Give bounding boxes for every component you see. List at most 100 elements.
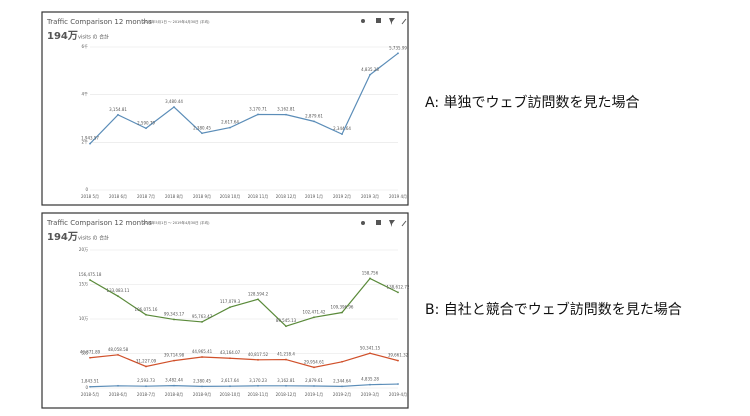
x-tick-label: 2018-5月: [81, 392, 99, 397]
value-label: 3,162.81: [277, 378, 295, 383]
y-tick-label: 6千: [81, 43, 88, 49]
x-tick-label: 2019 4月: [389, 194, 407, 199]
x-tick-label: 2018 7月: [137, 194, 155, 199]
value-label: 138,612.72: [387, 284, 410, 289]
point: [145, 313, 147, 316]
point: [341, 385, 343, 388]
annotation: B: 自社と競合でウェブ訪問数を見た場合: [425, 301, 682, 318]
value-label: 2,593.73: [137, 378, 155, 383]
toolbar-b: [361, 220, 407, 227]
point: [397, 383, 399, 385]
point: [117, 295, 119, 298]
value-label: 156,475.18: [79, 272, 102, 277]
value-label: 4,835.28: [361, 377, 379, 382]
point: [201, 321, 203, 323]
x-tick-label: 2018-8月: [165, 392, 183, 397]
point: [173, 106, 175, 108]
value-label: 2,344.64: [333, 126, 351, 131]
line: [89, 277, 399, 327]
point: [341, 360, 343, 363]
x-tick-label: 2018-7月: [137, 392, 155, 397]
point: [201, 132, 203, 135]
value-label: 106,075.16: [135, 307, 158, 312]
x-tick-label: 2019-3月: [361, 392, 379, 397]
user-icon[interactable]: [361, 221, 365, 225]
point: [89, 385, 91, 388]
point: [285, 325, 287, 328]
y-tick-label: 10万: [79, 316, 88, 321]
value-label: 4,835.28: [361, 67, 379, 72]
value-label: 3,170.71: [249, 106, 267, 111]
point: [201, 356, 203, 358]
value-label: 50,341.15: [360, 345, 381, 350]
value-label: 109,396.96: [331, 305, 354, 310]
line: [89, 52, 399, 145]
x-tick-label: 2019-4月: [389, 392, 407, 397]
value-label: 31,227.09: [136, 358, 157, 363]
point: [397, 291, 399, 294]
x-tick-label: 2018-11月: [248, 392, 269, 397]
value-label: 2,380.45: [193, 125, 211, 130]
filter-icon[interactable]: [389, 18, 395, 25]
date-range: 2018年5月1日 〜 2019年4月30日 (平均): [143, 220, 210, 225]
annotation: A: 単独でウェブ訪問数を見た場合: [425, 94, 640, 111]
point: [313, 120, 315, 123]
value-label: 2,879.61: [305, 113, 323, 118]
point: [89, 142, 91, 145]
edit-icon[interactable]: [401, 220, 407, 227]
point: [341, 133, 343, 136]
chart-title: Traffic Comparison 12 months: [46, 219, 152, 227]
x-tick-label: 2019 1月: [305, 194, 323, 199]
total-label: visits の 合計: [78, 235, 109, 242]
edit-icon[interactable]: [401, 18, 407, 25]
panel-a: [41, 11, 409, 206]
point: [341, 311, 343, 314]
value-label: 1,943.57: [81, 136, 99, 141]
point: [369, 352, 371, 355]
comment-icon[interactable]: [376, 18, 381, 23]
x-tick-label: 2019 2月: [333, 194, 351, 199]
point: [173, 359, 175, 362]
value-label: 3,480.44: [165, 99, 183, 104]
value-label: 95,763.47: [192, 314, 213, 319]
point: [285, 384, 287, 387]
value-label: 99,343.17: [164, 311, 185, 316]
value-label: 3,154.81: [109, 107, 127, 112]
line: [89, 383, 399, 388]
value-label: 40,817.52: [248, 352, 269, 357]
toolbar-a: [361, 18, 407, 25]
y-tick-label: 2千: [81, 138, 88, 144]
y-tick-label: 5万: [81, 351, 88, 356]
value-label: 2,590.79: [137, 120, 155, 125]
total-label: visits の 合計: [78, 34, 109, 41]
point: [117, 353, 119, 356]
line: [89, 352, 399, 368]
point: [89, 279, 91, 281]
value-label: 41,218.4: [277, 352, 295, 357]
chart-title: Traffic Comparison 12 months: [46, 18, 152, 26]
filter-icon[interactable]: [389, 220, 395, 227]
x-tick-label: 2018-10月: [220, 392, 241, 397]
point: [145, 365, 147, 368]
value-label: 5,735.99: [389, 45, 407, 50]
point: [257, 298, 259, 301]
value-label: 102,471.42: [303, 309, 326, 314]
value-label: 89,545.13: [276, 318, 297, 323]
point: [173, 384, 175, 387]
y-tick-label: 15万: [79, 282, 88, 287]
value-label: 117,079.3: [220, 299, 241, 304]
comment-icon[interactable]: [376, 220, 381, 225]
x-tick-label: 2018 11月: [248, 194, 269, 199]
point: [313, 366, 315, 369]
y-tick-label: 20万: [79, 247, 88, 252]
x-tick-label: 2018-9月: [193, 392, 211, 397]
point: [257, 113, 259, 116]
point: [313, 316, 315, 319]
user-icon[interactable]: [361, 19, 365, 23]
point: [229, 357, 231, 360]
value-label: 2,380.45: [193, 378, 211, 383]
x-tick-label: 2018 6月: [109, 194, 127, 199]
point: [229, 126, 231, 129]
value-label: 3,482.44: [165, 378, 183, 383]
